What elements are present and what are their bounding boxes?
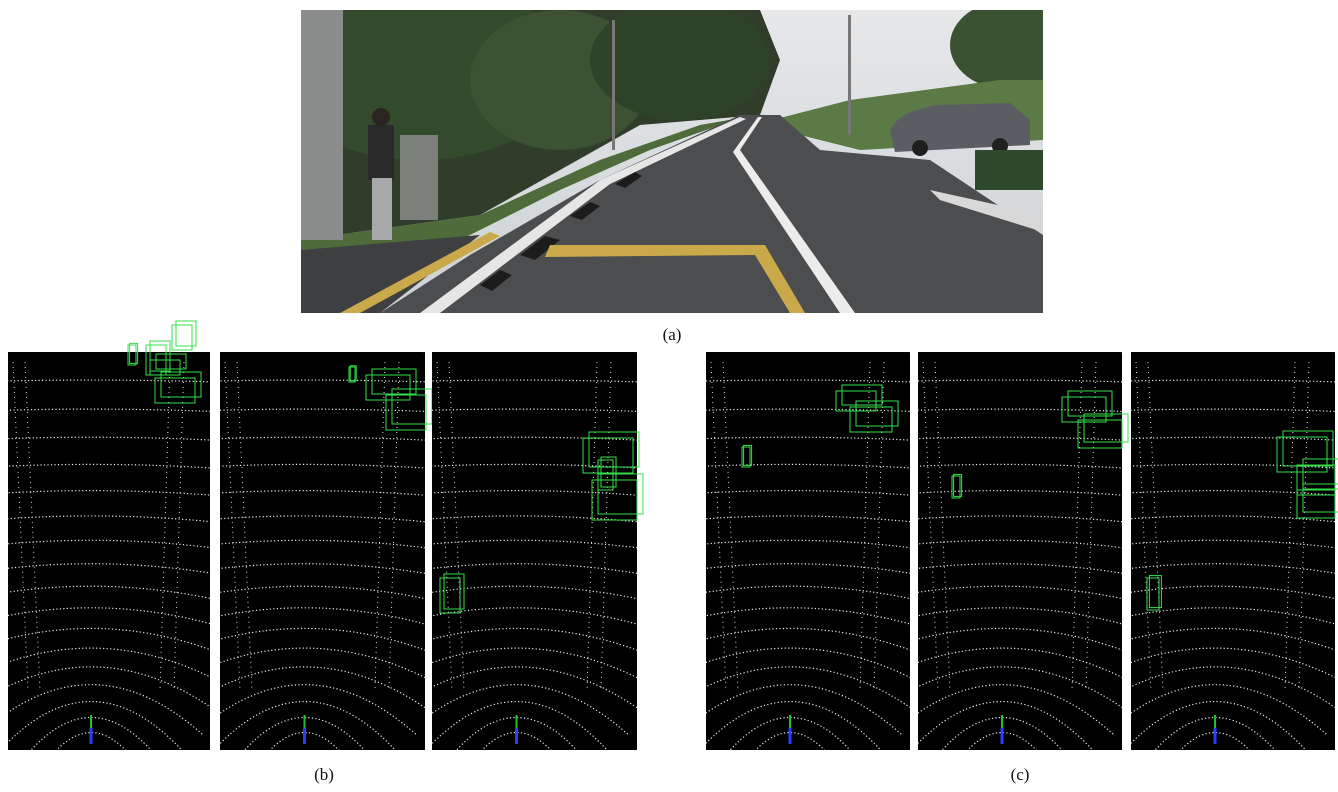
panel-background xyxy=(220,352,425,750)
panel-background xyxy=(1131,352,1335,750)
panel-background xyxy=(8,352,210,750)
panel-label: (b) xyxy=(314,765,334,784)
panel-label: (c) xyxy=(1011,765,1030,784)
panel-background xyxy=(432,352,637,750)
panel-label: (a) xyxy=(663,325,682,344)
scan-ring xyxy=(0,319,593,339)
panel-background xyxy=(918,352,1122,750)
page: (a) (b) (c) (() => { const data = JSON.p… xyxy=(0,0,1338,792)
scan-ring xyxy=(288,319,1292,339)
scan-ring xyxy=(0,319,806,339)
scan-ring xyxy=(15,319,1019,339)
figure: (a) (b) (c) xyxy=(0,0,1338,792)
scan-ring xyxy=(713,319,1338,339)
street-photo xyxy=(270,0,1070,313)
scan-ring xyxy=(500,319,1338,339)
panel-background xyxy=(706,352,910,750)
